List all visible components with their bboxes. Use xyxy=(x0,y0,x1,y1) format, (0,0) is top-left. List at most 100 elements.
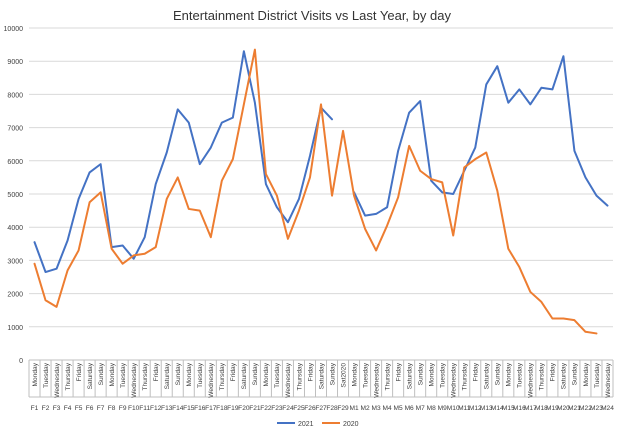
x-tick-label-day: Thursday xyxy=(539,362,546,390)
x-tick-label-day: Saturday xyxy=(164,362,171,389)
x-tick-label-day: Wednesday xyxy=(451,362,458,397)
x-tick-label-day: Friday xyxy=(76,362,83,381)
x-tick-label-day: Thursday xyxy=(142,362,149,390)
x-tick-label-day: Tuesday xyxy=(120,362,127,388)
x-tick-label-date: M24 xyxy=(601,405,614,412)
x-axis: Monday F1 Tuesday F2 Wednesday F3 Thursday F4 Fr… xyxy=(28,359,614,412)
x-tick-label-date: M11 xyxy=(458,405,471,412)
x-tick-label-date: F8 xyxy=(108,405,116,412)
x-tick-label-day: Tuesday xyxy=(197,362,204,388)
x-tick-label-date: F17 xyxy=(205,405,217,412)
x-tick-label-date: F29 xyxy=(337,405,349,412)
x-tick-label-day: Saturday xyxy=(318,362,325,389)
x-tick-label-day: Sunday xyxy=(417,362,424,385)
x-tick-label-date: F14 xyxy=(172,405,184,412)
x-tick-label-day: Wednesday xyxy=(208,362,215,397)
x-tick-label-date: F23 xyxy=(271,405,283,412)
x-tick-label-day: Thursday xyxy=(296,362,303,390)
x-tick-label-day: Wednesday xyxy=(373,362,380,397)
x-tick-label-day: Sunday xyxy=(175,362,182,385)
y-tick-label: 1000 xyxy=(7,325,23,332)
x-tick-label-date: F15 xyxy=(183,405,195,412)
x-tick-label-day: Wednesday xyxy=(528,362,535,397)
y-tick-label: 6000 xyxy=(7,159,23,166)
x-tick-label-day: Sunday xyxy=(98,362,105,385)
x-tick-label-date: F13 xyxy=(161,405,173,412)
series-lines xyxy=(33,48,609,335)
x-tick-label-date: F28 xyxy=(326,405,338,412)
x-tick-label-date: F16 xyxy=(194,405,206,412)
x-tick-label-day: Thursday xyxy=(65,362,72,390)
x-tick-label-date: M8 xyxy=(427,405,436,412)
x-tick-label-date: M1 xyxy=(349,405,358,412)
x-tick-label-date: M13 xyxy=(480,405,493,412)
y-axis-tick-labels: 0 1000 2000 3000 4000 5000 6000 7000 8000 9000 100… xyxy=(4,26,24,365)
x-tick-label-day: Saturday xyxy=(561,362,568,389)
x-tick-label-date: M20 xyxy=(557,405,570,412)
x-tick-label-day: Sunday xyxy=(572,362,579,385)
y-tick-label: 0 xyxy=(19,358,23,365)
x-tick-label-date: F20 xyxy=(238,405,250,412)
legend-label-2021: 2021 xyxy=(298,421,314,428)
y-tick-label: 10000 xyxy=(4,26,24,33)
x-tick-label-day: Saturday xyxy=(241,362,248,389)
x-tick-label-day: Wednesday xyxy=(605,362,612,397)
x-tick-label-day: Friday xyxy=(395,362,402,381)
x-tick-label-day: Monday xyxy=(32,362,39,386)
x-tick-label-day: Monday xyxy=(583,362,590,386)
x-tick-label-day: Saturday xyxy=(87,362,94,389)
x-tick-label-date: F21 xyxy=(249,405,261,412)
x-tick-label-date: F24 xyxy=(282,405,294,412)
x-tick-label-day: Thursday xyxy=(462,362,469,390)
legend: 2021 2020 xyxy=(277,421,359,428)
x-tick-label-date: M14 xyxy=(491,405,504,412)
x-tick-label-day: Monday xyxy=(263,362,270,386)
x-tick-label-day: Monday xyxy=(506,362,513,386)
x-tick-label-day: Monday xyxy=(351,362,358,386)
x-tick-label-day: Sunday xyxy=(329,362,336,385)
x-tick-label-date: M18 xyxy=(535,405,548,412)
x-tick-label-date: F4 xyxy=(64,405,72,412)
x-tick-label-date: F19 xyxy=(227,405,239,412)
x-tick-label-day: Tuesday xyxy=(594,362,601,388)
x-tick-label-date: M17 xyxy=(524,405,537,412)
x-tick-label-date: F7 xyxy=(97,405,105,412)
y-tick-label: 2000 xyxy=(7,292,23,299)
x-tick-label-day: Sunday xyxy=(252,362,259,385)
series-line-2021 xyxy=(353,55,609,217)
x-tick-label-day: Wednesday xyxy=(131,362,138,397)
y-tick-label: 7000 xyxy=(7,126,23,133)
x-tick-label-date: M9 xyxy=(438,405,447,412)
legend-label-2020: 2020 xyxy=(343,421,359,428)
x-tick-label-date: F1 xyxy=(31,405,39,412)
x-tick-label-day: Thursday xyxy=(219,362,226,390)
y-tick-label: 9000 xyxy=(7,59,23,66)
x-tick-label-date: F26 xyxy=(304,405,316,412)
x-tick-label-date: F22 xyxy=(260,405,272,412)
x-tick-label-day: Thursday xyxy=(384,362,391,390)
x-tick-label-date: F3 xyxy=(53,405,61,412)
x-tick-label-day: Monday xyxy=(428,362,435,386)
x-tick-label-day: Tuesday xyxy=(517,362,524,388)
x-tick-label-day: Friday xyxy=(230,362,237,381)
x-tick-label-date: M7 xyxy=(416,405,425,412)
x-tick-label-date: M5 xyxy=(394,405,403,412)
x-tick-label-date: F12 xyxy=(150,405,162,412)
x-tick-label-day: Monday xyxy=(186,362,193,386)
y-tick-label: 5000 xyxy=(7,192,23,199)
x-tick-label-date: F5 xyxy=(75,405,83,412)
x-tick-label-date: F10 xyxy=(128,405,140,412)
x-tick-label-date: F25 xyxy=(293,405,305,412)
x-tick-label-date: M6 xyxy=(405,405,414,412)
x-tick-label-date: M21 xyxy=(568,405,581,412)
x-tick-label-day: Sunday xyxy=(495,362,502,385)
x-tick-label-date: M23 xyxy=(590,405,603,412)
x-tick-label-date: F6 xyxy=(86,405,94,412)
x-tick-label-day: Sat2020 xyxy=(340,363,347,388)
x-tick-label-day: Wednesday xyxy=(285,362,292,397)
x-tick-label-day: Friday xyxy=(550,362,557,381)
x-tick-label-day: Tuesday xyxy=(362,362,369,388)
y-tick-label: 4000 xyxy=(7,225,23,232)
y-tick-label: 3000 xyxy=(7,258,23,265)
